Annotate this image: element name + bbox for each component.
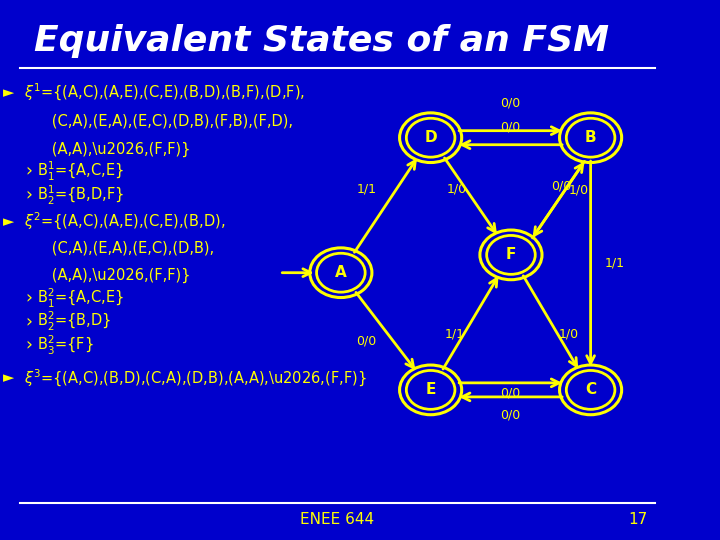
- Text: F: F: [505, 247, 516, 262]
- Text: ›: ›: [25, 289, 32, 307]
- Text: C: C: [585, 382, 596, 397]
- Text: $\xi^2$={(A,C),(A,E),(C,E),(B,D),: $\xi^2$={(A,C),(A,E),(C,E),(B,D),: [24, 211, 225, 232]
- Text: 0/0: 0/0: [500, 96, 521, 109]
- Text: A: A: [335, 265, 347, 280]
- Circle shape: [406, 370, 455, 409]
- Text: ►: ►: [4, 85, 14, 100]
- Text: 1/0: 1/0: [446, 183, 467, 195]
- Circle shape: [487, 235, 535, 274]
- Text: B$_1^1$={A,C,E}: B$_1^1$={A,C,E}: [37, 160, 124, 183]
- Text: 0/0: 0/0: [500, 121, 521, 134]
- Circle shape: [567, 118, 615, 157]
- Text: 0/0: 0/0: [500, 408, 521, 421]
- Text: ►: ►: [4, 370, 14, 386]
- Circle shape: [406, 118, 455, 157]
- Text: D: D: [424, 130, 437, 145]
- Text: 17: 17: [629, 512, 648, 527]
- Text: B$_1^2$={A,C,E}: B$_1^2$={A,C,E}: [37, 287, 124, 309]
- Text: 0/0: 0/0: [552, 179, 572, 192]
- Text: 1/1: 1/1: [356, 183, 377, 195]
- Text: Equivalent States of an FSM: Equivalent States of an FSM: [34, 24, 609, 58]
- Text: B$_2^2$={B,D}: B$_2^2$={B,D}: [37, 310, 112, 333]
- Text: B$_2^1$={B,D,F}: B$_2^1$={B,D,F}: [37, 184, 125, 207]
- Circle shape: [567, 370, 615, 409]
- Circle shape: [317, 253, 365, 292]
- Text: 1/0: 1/0: [558, 327, 578, 340]
- Text: B: B: [585, 130, 596, 145]
- Text: (C,A),(E,A),(E,C),(D,B),: (C,A),(E,A),(E,C),(D,B),: [24, 241, 214, 256]
- Text: 1/1: 1/1: [604, 256, 624, 269]
- Text: 1/0: 1/0: [569, 184, 589, 197]
- Text: (A,A),\u2026,(F,F)}: (A,A),\u2026,(F,F)}: [24, 268, 190, 283]
- Text: ›: ›: [25, 336, 32, 355]
- Text: ›: ›: [25, 163, 32, 181]
- Text: ENEE 644: ENEE 644: [300, 512, 374, 527]
- Text: (A,A),\u2026,(F,F)}: (A,A),\u2026,(F,F)}: [24, 141, 190, 157]
- Text: E: E: [426, 382, 436, 397]
- Text: 0/0: 0/0: [356, 335, 377, 348]
- Text: ►: ►: [4, 214, 14, 229]
- Text: 1/1: 1/1: [445, 327, 465, 340]
- Text: ›: ›: [25, 186, 32, 205]
- Text: ›: ›: [25, 313, 32, 331]
- Text: 0/0: 0/0: [500, 387, 521, 400]
- Text: $\xi^3$={(A,C),(B,D),(C,A),(D,B),(A,A),\u2026,(F,F)}: $\xi^3$={(A,C),(B,D),(C,A),(D,B),(A,A),\…: [24, 367, 366, 389]
- Text: (C,A),(E,A),(E,C),(D,B),(F,B),(F,D),: (C,A),(E,A),(E,C),(D,B),(F,B),(F,D),: [24, 113, 292, 129]
- Text: $\xi^1$={(A,C),(A,E),(C,E),(B,D),(B,F),(D,F),: $\xi^1$={(A,C),(A,E),(C,E),(B,D),(B,F),(…: [24, 82, 305, 104]
- Text: B$_3^2$={F}: B$_3^2$={F}: [37, 334, 94, 357]
